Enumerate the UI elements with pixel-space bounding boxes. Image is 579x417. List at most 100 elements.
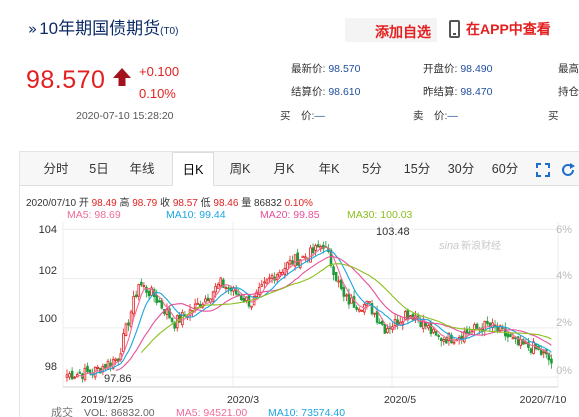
open-price-value: 98.490: [460, 63, 493, 75]
candle-body: [211, 291, 215, 302]
candle-body: [342, 287, 346, 297]
latest-price-value: 98.570: [328, 63, 361, 75]
candle-body: [452, 341, 456, 344]
candle-body: [442, 339, 446, 342]
y-tick-label: 104: [39, 224, 57, 236]
candlestick-series: [65, 240, 553, 383]
candle-body: [293, 254, 297, 267]
tab-yearly-line[interactable]: 年线: [129, 162, 155, 176]
kline-panel: 分时 5日 年线 日K 周K 月K 年K 5分 15分 30分 60分 2020…: [19, 151, 579, 417]
fullscreen-icon[interactable]: [536, 163, 550, 177]
add-favorite-label: 添加自选: [375, 24, 431, 40]
tab-daily-k[interactable]: 日K: [172, 152, 214, 186]
tab-15min[interactable]: 15分: [403, 162, 431, 176]
candle-body: [473, 324, 476, 330]
candle-body: [378, 321, 382, 324]
candle-body: [529, 348, 533, 353]
candle-body: [288, 259, 292, 265]
ask-price-value: —: [447, 110, 458, 122]
candle-body: [255, 291, 258, 298]
kline-chart[interactable]: sina 新浪财经 104 102 100 98 6% 4% 2% 0% 201…: [20, 152, 579, 417]
candle-body: [206, 297, 210, 302]
candle-body: [301, 255, 305, 258]
y-tick-label: 102: [39, 265, 57, 277]
candle-body: [427, 325, 430, 329]
candle-body: [234, 288, 238, 295]
candle-body: [73, 376, 76, 379]
candle-body: [339, 279, 343, 289]
refresh-icon[interactable]: [560, 162, 576, 178]
current-price: 98.570: [26, 66, 106, 94]
volume-row-label: 成交: [51, 405, 73, 417]
open-interest-label: 持仓: [558, 86, 579, 98]
volume-value: VOL: 86832.00: [84, 407, 155, 417]
ohlc-volume-value: 86832: [254, 198, 282, 209]
candle-body: [519, 339, 522, 347]
volume-legend: 成交 VOL: 86832.00 MA5: 94521.00 MA10: 735…: [51, 405, 345, 417]
x-tick-label: 2019/12/25: [81, 394, 134, 406]
candle-body: [155, 294, 159, 303]
latest-price-label: 最新价:: [291, 63, 326, 75]
candle-body: [311, 247, 315, 253]
y-right-tick-label: 0%: [556, 365, 572, 377]
candle-body: [296, 252, 299, 266]
settle-price-value: 98.610: [328, 86, 361, 98]
candle-body: [145, 287, 148, 293]
candle-body: [404, 311, 407, 320]
candle-body: [498, 325, 502, 331]
candle-body: [224, 287, 228, 290]
ma5-line: [77, 246, 552, 378]
chart-axes: 104 102 100 98 6% 4% 2% 0% 2019/12/25 20…: [39, 224, 573, 406]
double-chevron-icon: »: [28, 20, 38, 38]
buy-volume-label: 买: [548, 110, 559, 122]
candle-body: [86, 365, 89, 373]
ohlc-close-value: 98.57: [172, 198, 198, 209]
candle-body: [334, 272, 338, 281]
candle-body: [286, 262, 289, 270]
ohlc-readout: 2020/07/10 开 98.49 高 98.79 收 98.57 低 98.…: [26, 194, 313, 209]
candle-body: [532, 341, 535, 355]
candle-body: [511, 337, 515, 340]
tab-yearly-k[interactable]: 年K: [318, 162, 340, 176]
candle-body: [263, 281, 266, 284]
open-in-app-button[interactable]: 在APP中查看: [449, 19, 551, 39]
candle-body: [298, 259, 302, 269]
x-tick-label: 2020/5: [384, 394, 416, 406]
ohlc-open-value: 98.49: [91, 198, 117, 209]
candle-body: [122, 333, 125, 352]
candle-body: [250, 305, 253, 308]
candle-body: [373, 312, 376, 315]
candle-body: [383, 324, 387, 334]
ohlc-date: 2020/07/10: [26, 198, 77, 209]
candle-body: [434, 330, 438, 336]
ohlc-high-label: 高: [119, 198, 130, 209]
candle-body: [329, 249, 333, 266]
watermark: sina 新浪财经: [439, 239, 501, 252]
tab-weekly-k[interactable]: 周K: [229, 162, 251, 176]
tab-intraday[interactable]: 分时: [43, 162, 69, 176]
volume-ma5: MA5: 94521.00: [176, 407, 247, 417]
candle-body: [542, 351, 546, 354]
candle-body: [222, 279, 225, 288]
tab-60min[interactable]: 60分: [491, 162, 519, 176]
tab-30min[interactable]: 30分: [447, 162, 475, 176]
candle-body: [475, 323, 479, 329]
ma30-line: [140, 263, 552, 354]
candle-body: [137, 284, 141, 297]
tab-monthly-k[interactable]: 月K: [273, 162, 295, 176]
ohlc-open-label: 开: [78, 198, 89, 209]
ohlc-close-label: 收: [160, 198, 171, 209]
candle-body: [509, 334, 512, 337]
add-favorite-button[interactable]: 添加自选: [345, 18, 437, 42]
tab-5min[interactable]: 5分: [362, 162, 382, 176]
x-tick-label: 2020/7/10: [520, 394, 567, 406]
candle-body: [506, 333, 510, 338]
candle-body: [214, 285, 217, 293]
candle-body: [357, 308, 361, 312]
price-change: +0.100: [139, 64, 180, 79]
ask-price-label: 卖 价:: [413, 110, 448, 122]
candle-body: [140, 281, 143, 286]
tab-5day[interactable]: 5日: [89, 162, 109, 176]
prev-settle-field: 昨结算: 98.470: [423, 84, 492, 99]
candle-body: [516, 336, 520, 345]
